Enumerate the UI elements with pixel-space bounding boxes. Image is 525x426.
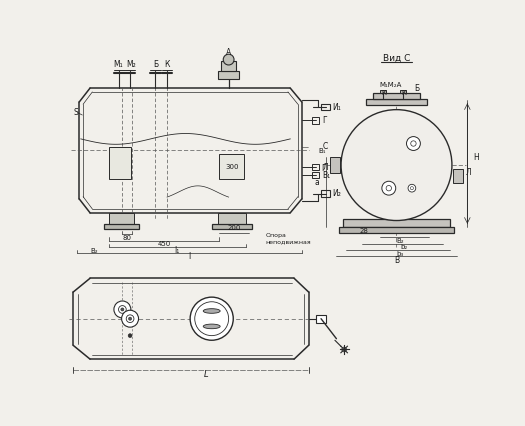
Bar: [312, 164, 320, 170]
Text: В₂: В₂: [396, 238, 404, 244]
Bar: [373, 93, 419, 99]
Circle shape: [114, 301, 131, 318]
Text: Н: Н: [474, 153, 479, 162]
Circle shape: [341, 109, 452, 221]
Circle shape: [195, 302, 229, 336]
Text: B: B: [394, 256, 399, 265]
Circle shape: [411, 141, 416, 146]
Text: Вид С: Вид С: [383, 55, 410, 63]
Bar: [330, 157, 340, 173]
Circle shape: [223, 54, 234, 65]
Circle shape: [408, 184, 416, 192]
Bar: [339, 227, 454, 233]
Text: М₁: М₁: [113, 60, 122, 69]
Text: А: А: [226, 48, 232, 57]
Text: b₃: b₃: [397, 250, 404, 256]
Bar: [109, 147, 131, 179]
Text: Опора: Опора: [266, 233, 287, 239]
Text: Б: Б: [153, 60, 158, 69]
Text: И₂: И₂: [332, 189, 341, 198]
Bar: [218, 213, 246, 225]
Bar: [380, 89, 386, 93]
Circle shape: [129, 317, 132, 320]
Bar: [212, 225, 252, 229]
Text: Л: Л: [322, 163, 328, 172]
Circle shape: [406, 137, 421, 150]
Text: С: С: [322, 142, 328, 151]
Circle shape: [342, 347, 347, 352]
Text: К: К: [164, 60, 170, 69]
Text: b₂: b₂: [401, 245, 408, 250]
Circle shape: [411, 187, 414, 190]
Text: а: а: [315, 178, 320, 187]
Text: В₂: В₂: [91, 248, 99, 253]
Text: 28: 28: [360, 228, 369, 234]
Circle shape: [122, 310, 139, 327]
Text: Г: Г: [322, 116, 327, 125]
Ellipse shape: [203, 324, 220, 329]
Text: М₂: М₂: [126, 60, 136, 69]
Ellipse shape: [203, 309, 220, 313]
Bar: [109, 213, 134, 225]
Circle shape: [126, 315, 134, 322]
Text: К: К: [402, 90, 407, 96]
Text: l₁: l₁: [174, 246, 180, 255]
Text: L: L: [204, 370, 208, 379]
Text: Б: Б: [414, 83, 419, 92]
Bar: [385, 210, 401, 216]
Circle shape: [128, 334, 132, 337]
Text: 450: 450: [158, 242, 171, 248]
Text: К: К: [382, 90, 386, 96]
Text: S: S: [74, 108, 79, 117]
Text: И₁: И₁: [332, 103, 341, 112]
Text: 80: 80: [122, 235, 131, 241]
Text: l: l: [188, 252, 191, 261]
Circle shape: [382, 181, 396, 195]
Bar: [104, 225, 139, 229]
Text: 300: 300: [225, 164, 238, 170]
Bar: [343, 219, 450, 227]
Text: неподвижная: неподвижная: [266, 239, 311, 244]
Bar: [312, 172, 320, 178]
Bar: [312, 117, 320, 124]
Bar: [221, 61, 236, 71]
Text: В₁: В₁: [322, 170, 331, 180]
Text: М₁М₂А: М₁М₂А: [379, 82, 402, 88]
Text: В₁: В₁: [318, 148, 326, 154]
Bar: [218, 71, 239, 79]
Text: 200: 200: [227, 225, 241, 231]
Bar: [317, 315, 326, 322]
Bar: [321, 190, 330, 197]
Bar: [400, 89, 406, 93]
Bar: [219, 154, 244, 179]
Text: Г: Г: [321, 164, 326, 173]
Text: Л: Л: [466, 168, 471, 177]
Circle shape: [386, 185, 392, 191]
Circle shape: [190, 297, 233, 340]
Circle shape: [119, 305, 126, 313]
Bar: [321, 104, 330, 110]
Circle shape: [121, 308, 124, 311]
Bar: [454, 169, 463, 183]
Bar: [366, 99, 427, 105]
